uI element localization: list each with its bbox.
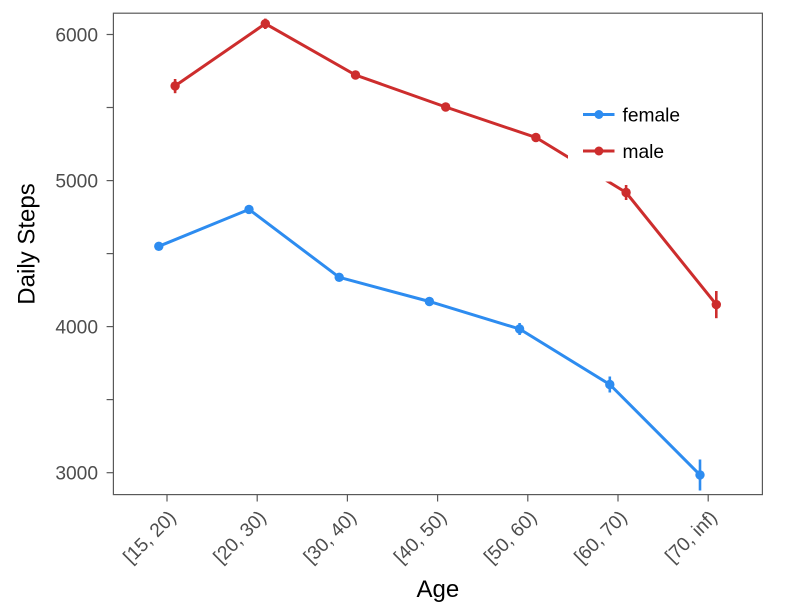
svg-text:Daily Steps: Daily Steps [14,183,41,304]
svg-text:5000: 5000 [55,172,98,193]
svg-text:Age: Age [417,576,460,603]
svg-text:3000: 3000 [55,464,98,485]
svg-text:male: male [623,142,665,163]
svg-text:4000: 4000 [55,318,98,339]
svg-text:female: female [623,105,681,126]
svg-text:6000: 6000 [55,25,98,46]
